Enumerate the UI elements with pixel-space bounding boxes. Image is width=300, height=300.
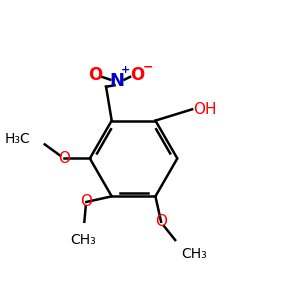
Text: O: O: [58, 151, 70, 166]
Text: +: +: [121, 65, 130, 75]
Text: O: O: [80, 194, 92, 209]
Text: O: O: [88, 66, 102, 84]
Text: H₃C: H₃C: [5, 132, 31, 146]
Text: −: −: [143, 61, 154, 74]
Text: CH₃: CH₃: [181, 247, 207, 261]
Text: O: O: [155, 214, 167, 229]
Text: OH: OH: [194, 102, 217, 117]
Text: O: O: [130, 66, 144, 84]
Text: N: N: [110, 72, 125, 90]
Text: CH₃: CH₃: [70, 233, 96, 247]
